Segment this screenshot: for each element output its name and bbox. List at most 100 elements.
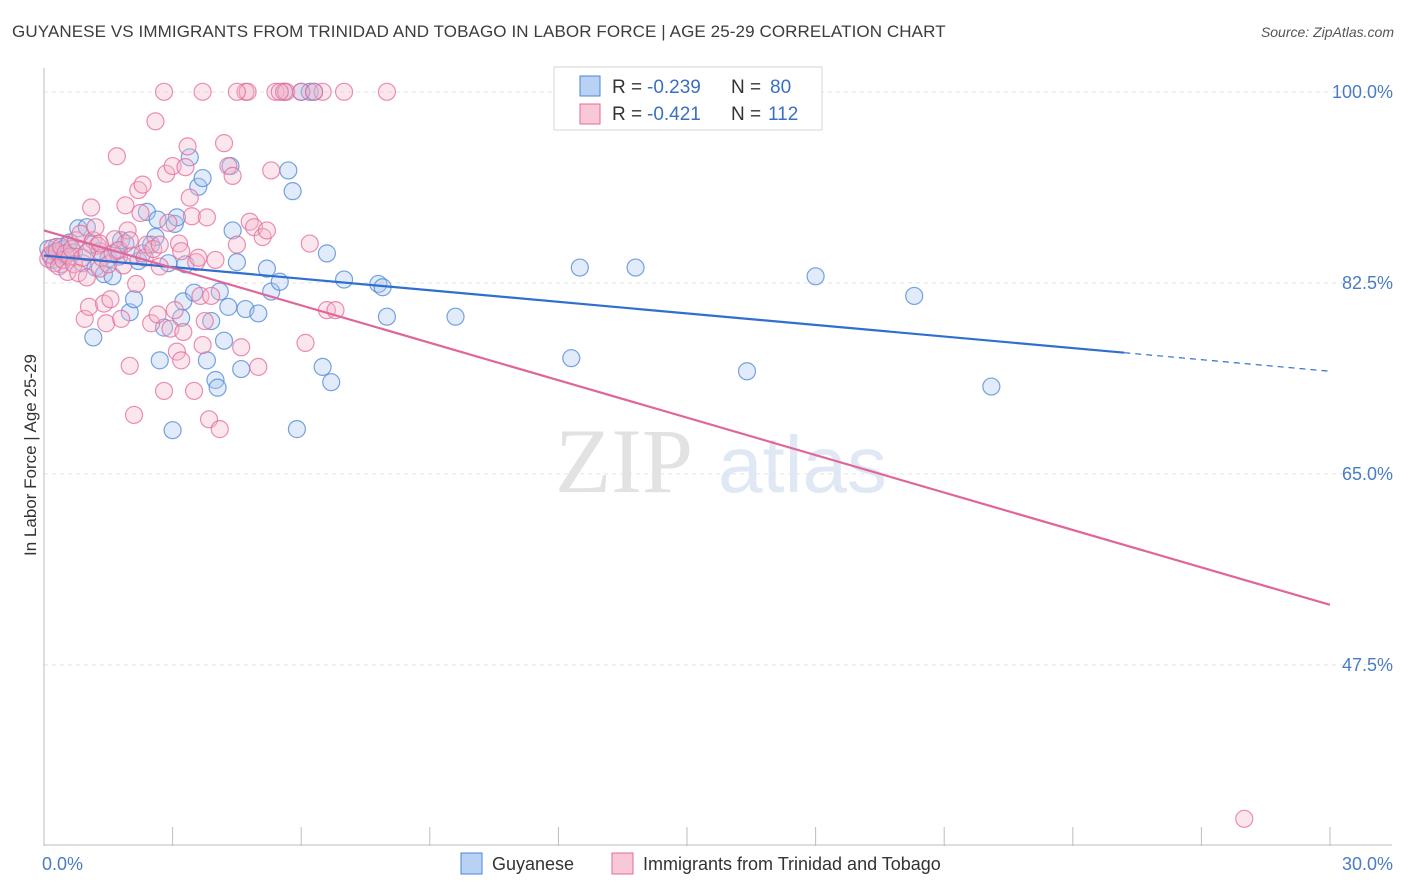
trinidad-point-74 xyxy=(202,286,221,306)
legend-n-value-guyanese: 80 xyxy=(770,77,791,98)
trinidad-point-36 xyxy=(116,196,135,215)
guyanese-point-73 xyxy=(334,270,354,289)
trinidad-point-106 xyxy=(120,231,139,250)
bottom-legend-label-guyanese: Guyanese xyxy=(492,854,574,874)
guyanese-point-16 xyxy=(84,328,103,347)
trinidad-point-18 xyxy=(77,268,96,287)
y-tick-labels: 100.0% 82.5% 65.0% 47.5% xyxy=(1332,82,1393,675)
legend-r-value-trinidad: -0.421 xyxy=(647,104,701,125)
trinidad-point-75 xyxy=(206,250,225,270)
chart-title: GUYANESE VS IMMIGRANTS FROM TRINIDAD AND… xyxy=(12,22,946,41)
trinidad-point-80 xyxy=(227,235,246,254)
guyanese-point-59 xyxy=(249,304,268,323)
trinidad-point-83 xyxy=(238,82,257,101)
trinidad-point-110 xyxy=(172,242,191,261)
trinidad-point-65 xyxy=(182,207,201,226)
series-legend: Guyanese Immigrants from Trinidad and To… xyxy=(460,852,941,875)
stats-legend: R = -0.239 N = 80 R = -0.421 N = 112 xyxy=(553,66,823,131)
guyanese-point-34 xyxy=(150,351,169,370)
trinidad-point-69 xyxy=(191,286,210,306)
guyanese-point-76 xyxy=(377,307,397,326)
trinidad-point-52 xyxy=(154,381,174,401)
legend-swatch-guyanese xyxy=(579,75,601,97)
guyanese-point-71 xyxy=(317,244,337,263)
legend-n-label-trinidad: N = xyxy=(731,104,761,125)
legend-n-value-trinidad: 112 xyxy=(768,104,798,125)
trinidad-point-64 xyxy=(180,188,199,207)
trinidad-point-19 xyxy=(79,297,99,316)
trinidad-trend-line xyxy=(43,229,1331,606)
trinidad-point-94 xyxy=(296,333,315,352)
trinidad-point-72 xyxy=(197,208,216,227)
guyanese-point-38 xyxy=(165,214,184,234)
y-tick-label-1: 82.5% xyxy=(1342,273,1393,293)
trinidad-point-100 xyxy=(193,82,212,101)
guyanese-point-66 xyxy=(287,420,307,439)
trinidad-point-50 xyxy=(148,305,167,324)
grid-lines xyxy=(44,91,1380,666)
trinidad-point-32 xyxy=(107,147,126,166)
trinidad-point-102 xyxy=(227,82,246,101)
guyanese-point-37 xyxy=(163,421,182,440)
trinidad-point-63 xyxy=(178,137,197,156)
y-tick-label-2: 65.0% xyxy=(1342,464,1393,484)
trinidad-point-81 xyxy=(232,338,251,357)
trinidad-point-89 xyxy=(262,161,281,180)
guyanese-point-27 xyxy=(124,290,144,309)
trinidad-point-62 xyxy=(176,158,195,177)
guyanese-point-51 xyxy=(210,282,229,301)
trinidad-point-101 xyxy=(154,82,174,101)
trinidad-point-71 xyxy=(195,311,214,331)
guyanese-point-82 xyxy=(806,267,825,286)
bottom-legend-swatch-trinidad xyxy=(611,852,634,875)
guyanese-point-60 xyxy=(257,259,277,278)
trinidad-point-49 xyxy=(146,112,165,131)
trinidad-point-88 xyxy=(257,221,277,240)
guyanese-point-80 xyxy=(626,258,645,277)
guyanese-point-77 xyxy=(446,307,465,326)
trinidad-point-76 xyxy=(210,420,229,439)
legend-r-value-guyanese: -0.239 xyxy=(647,77,701,98)
trend-lines xyxy=(43,229,1331,606)
trinidad-point-43 xyxy=(131,203,150,223)
guyanese-point-48 xyxy=(202,311,221,331)
trinidad-point-78 xyxy=(219,156,238,176)
axes xyxy=(43,68,1392,846)
trinidad-point-86 xyxy=(249,357,268,377)
guyanese-point-53 xyxy=(219,297,238,316)
trinidad-point-20 xyxy=(82,198,101,217)
trinidad-point-54 xyxy=(159,213,178,232)
trinidad-point-68 xyxy=(189,248,208,267)
bottom-legend-swatch-guyanese xyxy=(460,852,483,875)
trinidad-point-79 xyxy=(223,166,242,185)
trinidad-point-92 xyxy=(277,82,296,101)
guyanese-point-70 xyxy=(313,357,332,377)
trinidad-point-60 xyxy=(172,351,191,370)
x-tick-labels: 0.0% 30.0% xyxy=(42,854,1393,874)
trinidad-point-27 xyxy=(97,314,116,333)
trinidad-point-22 xyxy=(86,218,105,237)
trinidad-point-38 xyxy=(120,356,139,375)
guyanese-point-64 xyxy=(279,161,298,180)
trinidad-point-40 xyxy=(124,405,144,425)
legend-r-label-guyanese: R = xyxy=(612,77,642,98)
guyanese-point-50 xyxy=(208,378,227,397)
trinidad-point-17 xyxy=(75,309,94,328)
trinidad-point-109 xyxy=(1235,809,1254,828)
guyanese-point-81 xyxy=(737,362,757,381)
trinidad-point-44 xyxy=(133,175,152,194)
guyanese-points xyxy=(39,82,1001,440)
guyanese-point-46 xyxy=(193,168,212,188)
y-axis-label: In Labor Force | Age 25-29 xyxy=(21,354,40,556)
legend-swatch-trinidad xyxy=(579,103,601,125)
x-tick-label-1: 30.0% xyxy=(1342,854,1393,874)
guyanese-point-83 xyxy=(905,286,924,306)
trinidad-point-61 xyxy=(174,322,193,342)
guyanese-point-33 xyxy=(148,210,167,229)
trinidad-point-58 xyxy=(167,342,186,361)
guyanese-point-56 xyxy=(227,253,246,272)
guyanese-point-55 xyxy=(223,221,242,240)
y-tick-label-0: 100.0% xyxy=(1332,82,1393,102)
guyanese-point-84 xyxy=(982,377,1001,396)
